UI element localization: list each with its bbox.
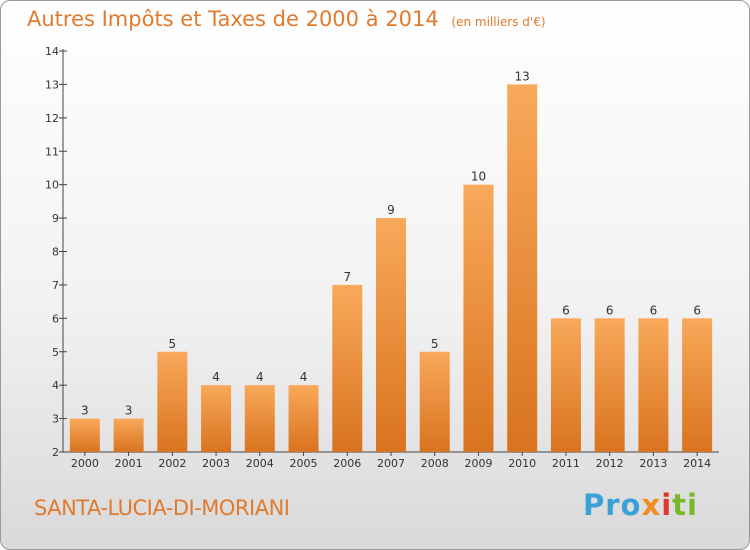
- bar-value-label: 6: [693, 303, 701, 317]
- bar: [550, 318, 581, 452]
- y-tick-label: 13: [45, 78, 59, 91]
- x-tick-label: 2011: [552, 457, 580, 470]
- bar-value-label: 4: [300, 370, 308, 384]
- y-tick-label: 9: [52, 212, 59, 225]
- x-tick-label: 2003: [202, 457, 230, 470]
- x-tick-label: 2012: [596, 457, 624, 470]
- y-tick-label: 14: [45, 45, 59, 58]
- bar: [69, 418, 100, 452]
- x-tick-label: 2006: [333, 457, 361, 470]
- bar: [288, 385, 319, 452]
- proxiti-logo: Proxiti: [583, 488, 698, 522]
- bar: [507, 84, 538, 453]
- bar: [419, 351, 450, 452]
- bar: [376, 218, 406, 452]
- y-tick-label: 4: [52, 379, 59, 392]
- bar-value-label: 7: [343, 270, 351, 284]
- x-tick-label: 2004: [246, 457, 274, 470]
- bar-value-label: 9: [387, 203, 395, 217]
- logo-part-3: i: [661, 488, 673, 522]
- x-tick-label: 2001: [115, 457, 143, 470]
- chart-title: Autres Impôts et Taxes de 2000 à 2014 (e…: [27, 7, 546, 31]
- bar: [244, 385, 275, 452]
- bar: [332, 284, 363, 452]
- bar: [201, 385, 232, 452]
- y-tick-label: 6: [52, 312, 59, 325]
- bar-value-label: 6: [562, 303, 570, 317]
- bar: [638, 318, 669, 452]
- chart-title-unit: (en milliers d'€): [451, 15, 546, 29]
- chart-title-main: Autres Impôts et Taxes de 2000 à 2014: [27, 7, 439, 31]
- x-tick-label: 2014: [683, 457, 711, 470]
- y-tick-label: 12: [45, 112, 59, 125]
- bar-value-label: 13: [515, 69, 530, 83]
- bar-value-label: 5: [431, 337, 439, 351]
- y-tick-label: 11: [45, 145, 59, 158]
- bar-value-label: 3: [125, 404, 133, 418]
- bar-value-label: 4: [256, 370, 264, 384]
- bar: [157, 351, 188, 452]
- x-tick-label: 2000: [71, 457, 99, 470]
- bar-value-label: 3: [81, 404, 89, 418]
- y-tick-label: 2: [52, 446, 59, 459]
- bar: [682, 318, 713, 452]
- y-tick-label: 8: [52, 246, 59, 259]
- x-tick-label: 2002: [158, 457, 186, 470]
- logo-part-2: x: [641, 488, 662, 522]
- x-tick-label: 2013: [639, 457, 667, 470]
- x-tick-label: 2007: [377, 457, 405, 470]
- x-tick-label: 2005: [290, 457, 318, 470]
- bar-value-label: 10: [471, 170, 486, 184]
- bar-value-label: 6: [606, 303, 614, 317]
- y-tick-label: 3: [52, 413, 59, 426]
- bar: [594, 318, 625, 452]
- logo-part-1: Pro: [583, 488, 642, 522]
- bar-value-label: 5: [169, 337, 177, 351]
- bar-value-label: 6: [650, 303, 658, 317]
- x-tick-label: 2008: [421, 457, 449, 470]
- bar: [113, 418, 144, 452]
- commune-name: SANTA-LUCIA-DI-MORIANI: [34, 496, 290, 520]
- logo-part-4: ti: [672, 488, 698, 522]
- y-tick-label: 7: [52, 279, 59, 292]
- x-tick-label: 2010: [508, 457, 536, 470]
- bar: [463, 184, 494, 452]
- x-tick-label: 2009: [464, 457, 492, 470]
- bar-value-label: 4: [212, 370, 220, 384]
- y-tick-label: 5: [52, 346, 59, 359]
- y-tick-label: 10: [45, 179, 59, 192]
